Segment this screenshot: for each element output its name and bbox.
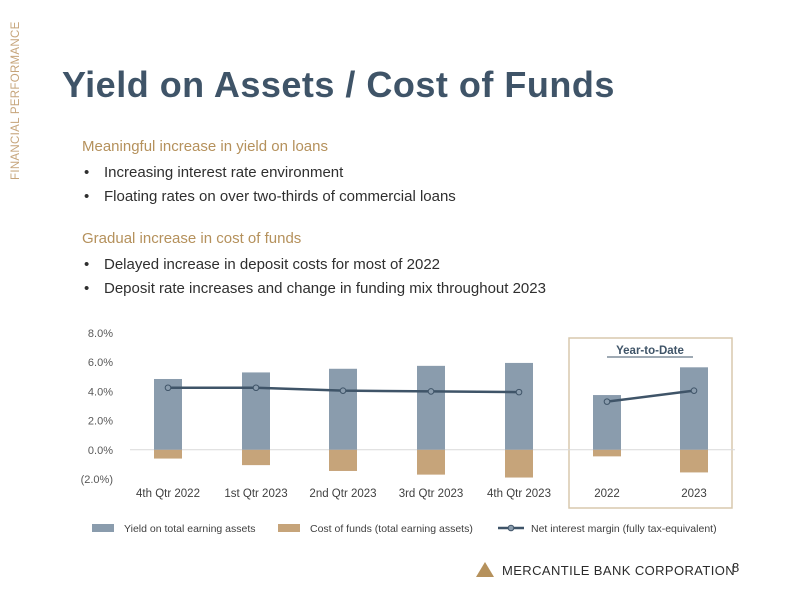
legend-label: Yield on total earning assets: [124, 523, 256, 535]
legend-label: Net interest margin (fully tax-equivalen…: [531, 523, 717, 535]
list-item: • Floating rates on over two-thirds of co…: [82, 185, 456, 209]
bar-cost-of-funds: [329, 449, 357, 471]
side-section-label-text: FINANCIAL PERFORMANCE: [10, 21, 22, 180]
bullet-text: Increasing interest rate environment: [104, 164, 344, 181]
bullet-glyph: •: [84, 256, 90, 273]
net-interest-margin-point: [690, 387, 698, 394]
y-tick-label: (2.0%): [81, 474, 113, 486]
x-category-label: 4th Qtr 2023: [487, 488, 551, 500]
bar-yield: [329, 368, 357, 450]
x-category-label: 2023: [681, 488, 707, 500]
net-interest-margin-line-ytd: [606, 389, 695, 403]
list-item: • Deposit rate increases and change in fu…: [82, 277, 546, 301]
section-cost-of-funds: Gradual increase in cost of funds • Delay…: [82, 230, 546, 301]
net-interest-margin-point: [515, 388, 523, 396]
y-tick-label: 2.0%: [88, 416, 113, 428]
logo-triangle-icon: [476, 562, 494, 577]
legend-marker: [507, 524, 515, 532]
bar-cost-of-funds: [242, 449, 270, 466]
x-category-label: 3rd Qtr 2023: [399, 488, 464, 500]
x-category-label: 2nd Qtr 2023: [309, 488, 376, 500]
net-interest-margin-point: [427, 388, 435, 395]
side-section-label: FINANCIAL PERFORMANCE: [10, 21, 22, 180]
y-tick-label: 4.0%: [88, 386, 113, 398]
bullet-text: Delayed increase in deposit costs for mo…: [104, 256, 441, 273]
net-interest-margin-point: [603, 398, 611, 405]
legend-label: Cost of funds (total earning assets): [310, 523, 473, 535]
bullet-glyph: •: [84, 164, 90, 181]
page-number: 8: [732, 560, 740, 575]
section-yield-on-loans: Meaningful increase in yield on loans • I…: [82, 138, 456, 209]
y-tick-label: 8.0%: [88, 328, 113, 340]
x-category-label: 1st Qtr 2023: [224, 488, 287, 500]
bullet-list: • Increasing interest rate environment • F…: [82, 161, 456, 209]
bullet-text: Deposit rate increases and change in fun…: [104, 280, 546, 297]
bar-cost-of-funds: [417, 449, 445, 475]
bar-yield: [505, 362, 533, 450]
company-logo: MERCANTILE BANK CORPORATION: [476, 562, 735, 580]
legend-swatch: [278, 524, 300, 532]
x-category-label: 4th Qtr 2022: [136, 488, 200, 500]
bullet-list: • Delayed increase in deposit costs for m…: [82, 253, 546, 301]
list-item: • Increasing interest rate environment: [82, 161, 456, 185]
bar-cost-of-funds: [593, 449, 621, 457]
bar-cost-of-funds: [154, 449, 182, 459]
bullet-text: Floating rates on over two-thirds of com…: [104, 188, 456, 205]
net-interest-margin-point: [252, 384, 260, 392]
page-title: Yield on Assets / Cost of Funds: [62, 64, 615, 105]
list-item: • Delayed increase in deposit costs for m…: [82, 253, 546, 277]
bar-yield: [680, 367, 708, 450]
bar-cost-of-funds: [680, 449, 708, 473]
bullet-glyph: •: [84, 188, 90, 205]
year-to-date-label: Year-to-Date: [616, 345, 684, 357]
section-heading: Meaningful increase in yield on loans: [82, 138, 328, 155]
section-heading: Gradual increase in cost of funds: [82, 230, 302, 247]
bar-cost-of-funds: [505, 449, 533, 478]
company-name: MERCANTILE BANK CORPORATION: [502, 563, 736, 578]
legend-swatch: [92, 524, 114, 532]
bullet-glyph: •: [84, 280, 90, 297]
bar-yield: [417, 365, 445, 450]
net-interest-margin-point: [164, 384, 172, 392]
net-interest-margin-point: [339, 387, 347, 394]
year-to-date-box: [568, 337, 733, 509]
y-tick-label: 6.0%: [88, 357, 113, 369]
y-tick-label: 0.0%: [88, 445, 113, 457]
x-category-label: 2022: [594, 488, 620, 500]
bar-yield: [242, 372, 270, 450]
